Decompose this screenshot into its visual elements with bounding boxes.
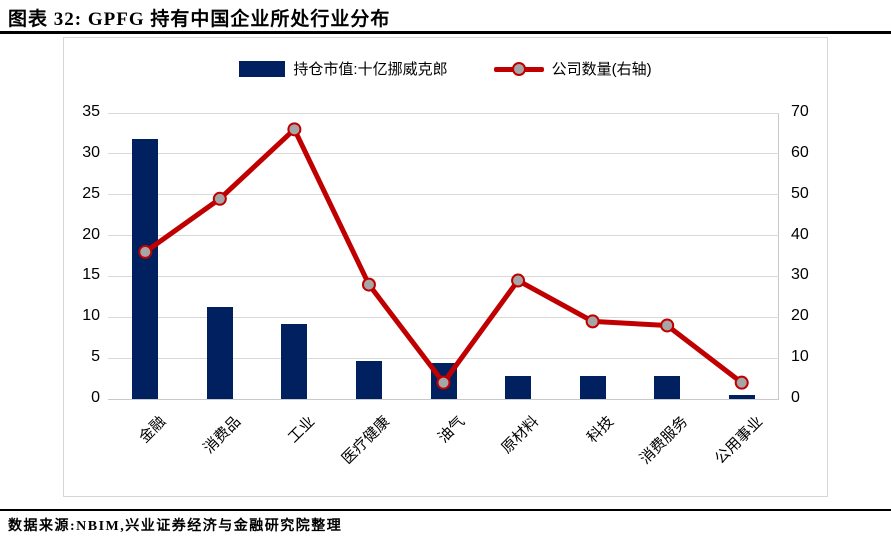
y2-axis-tick: 10 [791,348,809,366]
company-count-marker-油气[interactable] [436,375,451,390]
gridline [108,275,779,277]
gridline [108,194,779,196]
data-source: 数据来源:NBIM,兴业证券经济与金融研究院整理 [8,519,343,534]
company-count-marker-公用事业[interactable] [734,375,749,390]
y-axis-tick: 10 [82,307,100,325]
y-axis-tick: 30 [82,143,100,161]
y2-axis-tick: 50 [791,184,809,202]
gridline [108,316,779,318]
plot-area [108,112,779,400]
gridline [108,235,779,237]
company-count-marker-金融[interactable] [138,244,153,259]
chart-frame: 持仓市值:十亿挪威克郎 公司数量(右轴) 0 0 5 10 10 20 15 30 20 40 25… [63,37,828,497]
company-count-marker-科技[interactable] [585,314,600,329]
bar-公用事业[interactable] [728,394,755,399]
y2-axis-tick: 30 [791,266,809,284]
company-count-marker-消费服务[interactable] [660,318,675,333]
y-axis-tick: 25 [82,184,100,202]
bar-工业[interactable] [281,323,308,399]
company-count-marker-医疗健康[interactable] [361,277,376,292]
y2-axis-tick: 60 [791,143,809,161]
legend-item-bar[interactable]: 持仓市值:十亿挪威克郎 [239,58,448,79]
x-axis-line [108,398,779,400]
legend-bar-label: 持仓市值:十亿挪威克郎 [293,61,448,78]
y-axis-tick: 15 [82,266,100,284]
y2-axis-tick: 20 [791,307,809,325]
y-axis-tick: 35 [82,103,100,120]
gridline [108,153,779,155]
company-count-marker-原材料[interactable] [511,273,526,288]
y-axis-tick: 20 [82,225,100,243]
bar-原材料[interactable] [505,376,532,399]
line-swatch-marker [511,61,526,76]
y-axis-tick: 0 [91,389,100,406]
chart-legend: 持仓市值:十亿挪威克郎 公司数量(右轴) [64,58,827,79]
chart-title: 图表 32: GPFG 持有中国企业所处行业分布 [8,9,391,30]
y-axis-tick: 5 [91,348,100,366]
bar-金融[interactable] [132,139,159,399]
company-count-marker-工业[interactable] [287,122,302,137]
title-underline [0,31,891,34]
bar-医疗健康[interactable] [355,360,382,399]
legend-item-line[interactable]: 公司数量(右轴) [493,58,652,79]
footer-rule [0,509,891,511]
gridline [108,112,779,114]
gridline [108,357,779,359]
y2-axis-tick: 0 [791,389,800,406]
company-count-marker-消费品[interactable] [212,191,227,206]
company-count-line[interactable] [143,126,744,386]
company-count-line-layer [138,122,749,390]
legend-line-label: 公司数量(右轴) [551,61,652,78]
line-series-swatch [493,61,544,77]
y2-axis-tick: 70 [791,103,809,120]
bar-科技[interactable] [579,376,606,399]
y2-axis-tick: 40 [791,225,809,243]
bar-消费服务[interactable] [654,376,681,399]
bar-消费品[interactable] [206,307,233,399]
bar-series-swatch [239,60,286,77]
